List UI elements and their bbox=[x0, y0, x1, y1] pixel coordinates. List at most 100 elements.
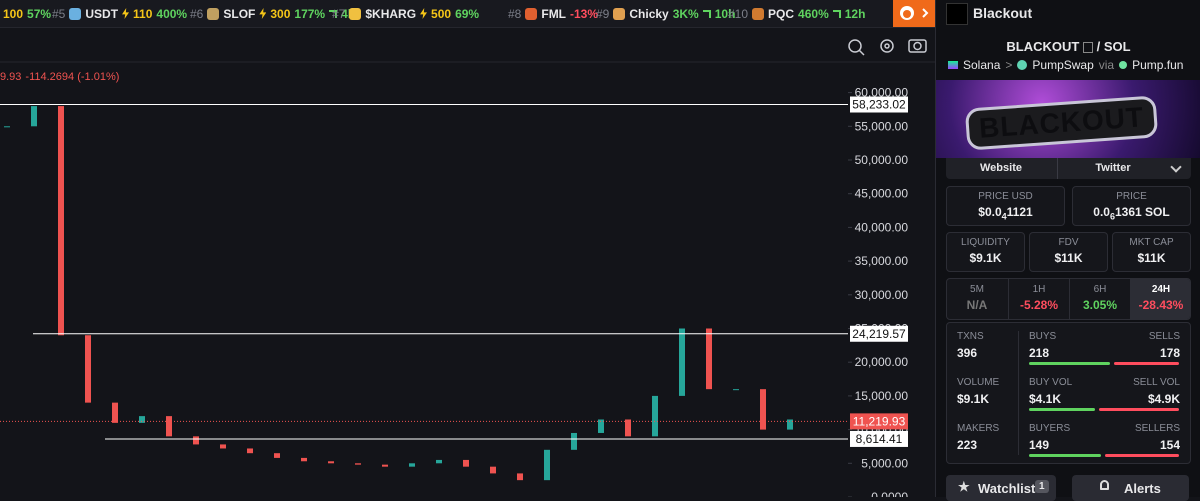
change: -13% bbox=[570, 6, 599, 21]
y-tick-label: 20,000.00 bbox=[855, 355, 909, 369]
chain-arrow: > bbox=[1005, 58, 1013, 72]
metric-label: MKT CAP bbox=[1129, 237, 1174, 248]
y-tick-label: 5,000.00 bbox=[861, 456, 908, 470]
period-tab[interactable]: 5M N/A bbox=[947, 279, 1007, 319]
y-tick-label: 35,000.00 bbox=[855, 254, 909, 268]
watch-count: 1 bbox=[1035, 480, 1049, 493]
links-bar: Website Twitter bbox=[946, 158, 1191, 179]
website-link[interactable]: Website bbox=[980, 162, 1022, 174]
y-tick-label: 50,000.00 bbox=[855, 153, 909, 167]
price-usd-zeros: 4 bbox=[1001, 211, 1007, 222]
token-icon bbox=[946, 3, 968, 25]
buy-bar bbox=[1029, 362, 1110, 365]
copy-icon[interactable] bbox=[1082, 42, 1093, 54]
pair: BLACKOUT / SOL bbox=[936, 39, 1200, 54]
token-icon bbox=[349, 7, 362, 20]
period-tab[interactable]: 24H -28.43% bbox=[1130, 279, 1190, 319]
metric-box: FDV $11K bbox=[1029, 232, 1108, 272]
age: 12h bbox=[844, 6, 866, 21]
sells-value: 178 bbox=[1159, 346, 1180, 360]
pair-sep: / bbox=[1096, 39, 1101, 54]
trending-item[interactable]: #9 Chicky 3K% 10h bbox=[596, 0, 735, 27]
metric-box: MKT CAP $11K bbox=[1112, 232, 1191, 272]
trending-item[interactable]: #6 SLOF 300 177% 4h bbox=[190, 0, 355, 27]
y-tick-label: 60,000.00 bbox=[855, 86, 909, 100]
period-change: N/A bbox=[966, 298, 988, 312]
rank: #5 bbox=[52, 6, 66, 21]
period-tab[interactable]: 6H 3.05% bbox=[1069, 279, 1130, 319]
candle bbox=[571, 432, 577, 450]
fire-icon bbox=[900, 6, 929, 20]
trending-button[interactable] bbox=[893, 0, 935, 27]
buys-value: 218 bbox=[1029, 346, 1050, 360]
trending-item[interactable]: #10 PQC 460% 12h bbox=[728, 0, 865, 27]
twitter-link[interactable]: Twitter bbox=[1095, 162, 1131, 174]
candle bbox=[652, 395, 658, 437]
expand-icon[interactable] bbox=[1170, 161, 1182, 173]
candle bbox=[355, 463, 361, 465]
chain[interactable]: Solana bbox=[963, 58, 1001, 72]
legend-change: -114.2694 (-1.01%) bbox=[25, 71, 119, 83]
trending-item[interactable]: 100 57% bbox=[0, 0, 51, 27]
candle bbox=[301, 457, 307, 462]
y-tick-label: 40,000.00 bbox=[855, 220, 909, 234]
sell-bar bbox=[1104, 454, 1179, 457]
candle bbox=[220, 444, 226, 449]
legend-last: 9.93 bbox=[0, 71, 21, 83]
token-panel: Blackout BLACKOUT / SOL Solana > PumpSwa… bbox=[935, 0, 1200, 501]
token-symbol: USDT bbox=[85, 6, 119, 21]
price-value: 0.061361 SOL bbox=[1073, 205, 1190, 221]
chain-line: Solana > PumpSwap via Pump.fun bbox=[948, 58, 1183, 72]
candle bbox=[4, 126, 10, 128]
change: 460% bbox=[798, 6, 829, 21]
price-zeros: 6 bbox=[1109, 211, 1115, 222]
trending-item[interactable]: #7 $KHARG 500 69% bbox=[332, 0, 479, 27]
divider bbox=[1018, 331, 1019, 455]
candle bbox=[328, 461, 334, 464]
change: 400% bbox=[156, 6, 188, 21]
candle bbox=[139, 416, 145, 423]
launchpad[interactable]: Pump.fun bbox=[1132, 58, 1184, 72]
watchlist-button[interactable]: ★ Watchlist 1 bbox=[946, 475, 1056, 501]
rank: #6 bbox=[190, 6, 204, 21]
y-tick-label: 15,000.00 bbox=[855, 389, 909, 403]
candle bbox=[112, 402, 118, 423]
candle bbox=[85, 335, 91, 403]
buy-bar bbox=[1029, 408, 1096, 411]
chart-tools[interactable] bbox=[848, 39, 927, 56]
candle bbox=[409, 463, 415, 467]
price-line-label: 58,233.02 bbox=[852, 98, 906, 112]
alerts-button[interactable]: Alerts bbox=[1072, 475, 1189, 501]
volume-value: $9.1K bbox=[957, 392, 990, 406]
period-change: 3.05% bbox=[1082, 298, 1118, 312]
makers-value: 223 bbox=[957, 438, 978, 452]
price-chart: 9.93 -114.2694 (-1.01%) 0.00005,000.0010… bbox=[0, 28, 935, 497]
price-usd-value: $0.041121 bbox=[947, 205, 1064, 221]
change: 3K% bbox=[672, 6, 699, 21]
dex[interactable]: PumpSwap bbox=[1032, 58, 1094, 72]
via: via bbox=[1098, 58, 1115, 72]
period-tab[interactable]: 1H -5.28% bbox=[1008, 279, 1069, 319]
price-usd-prefix: $0.0 bbox=[978, 205, 1002, 219]
dex-icon bbox=[1017, 60, 1028, 70]
rank: #9 bbox=[596, 6, 610, 21]
metric-value: $11K bbox=[1054, 251, 1083, 265]
boost: 300 bbox=[270, 6, 291, 21]
txns-label: TXNS bbox=[957, 331, 984, 342]
sell-vol-label: SELL VOL bbox=[1133, 377, 1180, 388]
trending-item[interactable]: #8 FML -13% bbox=[508, 0, 598, 27]
age: 10h bbox=[714, 6, 736, 21]
quote: SOL bbox=[1103, 39, 1131, 54]
candle bbox=[490, 466, 496, 474]
boost-icon bbox=[259, 8, 267, 19]
age-icon bbox=[702, 9, 711, 18]
y-tick-label: 0.0000 bbox=[871, 490, 908, 497]
token-name: Blackout bbox=[973, 5, 1033, 21]
alerts-label: Alerts bbox=[1124, 481, 1161, 496]
trending-item[interactable]: #5 USDT 110 400% bbox=[52, 0, 187, 27]
period-label: 5M bbox=[970, 284, 984, 295]
metric-value: $11K bbox=[1137, 251, 1166, 265]
token-icon bbox=[613, 7, 626, 20]
change: 177% bbox=[294, 6, 326, 21]
period-label: 1H bbox=[1032, 284, 1046, 295]
